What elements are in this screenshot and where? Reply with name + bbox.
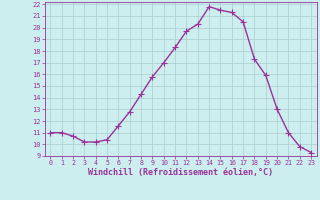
X-axis label: Windchill (Refroidissement éolien,°C): Windchill (Refroidissement éolien,°C) — [88, 168, 273, 177]
